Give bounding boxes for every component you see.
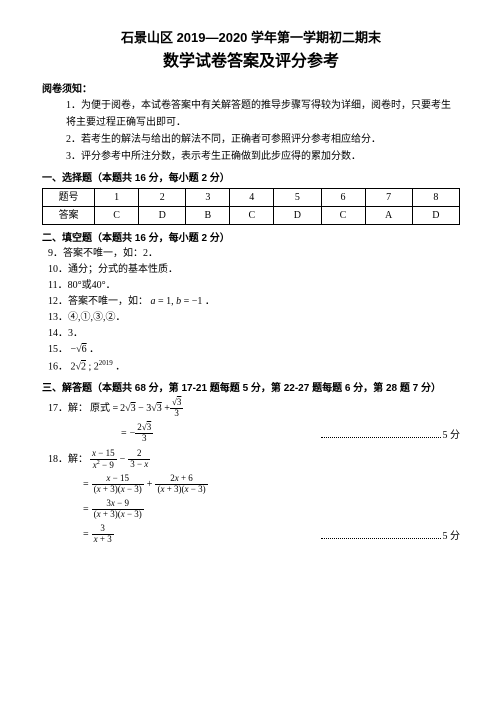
q17-line1: 17．解： 原式 = 2√3 − 3√3 + √33 bbox=[48, 398, 460, 420]
fill-10: 10．通分；分式的基本性质． bbox=[48, 262, 460, 278]
notice-3: 3．评分参考中所注分数，表示考生正确做到此步应得的累加分数． bbox=[66, 148, 460, 165]
td: 答案 bbox=[43, 206, 95, 224]
q18-label: 18．解： bbox=[48, 452, 88, 467]
notice-header: 阅卷须知： bbox=[42, 82, 460, 97]
td: C bbox=[95, 206, 139, 224]
page-title-2: 数学试卷答案及评分参考 bbox=[42, 50, 460, 74]
th: 5 bbox=[274, 188, 321, 206]
th: 题号 bbox=[43, 188, 95, 206]
q18-line1: 18．解： x − 15x2 − 9 − 23 − x bbox=[48, 449, 460, 471]
th: 2 bbox=[139, 188, 186, 206]
td: C bbox=[230, 206, 274, 224]
th: 7 bbox=[365, 188, 412, 206]
fill-14: 14．3． bbox=[48, 326, 460, 342]
td: D bbox=[139, 206, 186, 224]
th: 3 bbox=[186, 188, 230, 206]
section-1-header: 一、选择题（本题共 16 分，每小题 2 分） bbox=[42, 171, 460, 186]
th: 8 bbox=[412, 188, 459, 206]
txt: 15． bbox=[48, 344, 68, 355]
td: A bbox=[365, 206, 412, 224]
section-3-header: 三、解答题（本题共 68 分，第 17-21 题每题 5 分，第 22-27 题… bbox=[42, 381, 460, 396]
fill-13: 13．④,①,③,②． bbox=[48, 310, 460, 326]
q17-line2: = − 2√33 bbox=[118, 423, 153, 445]
th: 6 bbox=[321, 188, 365, 206]
td: C bbox=[321, 206, 365, 224]
td: D bbox=[412, 206, 459, 224]
score-17: 5 分 bbox=[319, 428, 461, 443]
txt: ． bbox=[115, 361, 125, 372]
fill-15: 15． −√6 ． bbox=[48, 342, 460, 358]
txt: ． bbox=[205, 296, 215, 307]
score-text: 5 分 bbox=[443, 428, 461, 443]
fill-9: 9．答案不唯一，如：2． bbox=[48, 246, 460, 262]
q18-line4: = 3x + 3 bbox=[80, 524, 114, 546]
q18-line3: = 3x − 9(x + 3)(x − 3) bbox=[80, 499, 460, 521]
fill-16: 16． 2√2 ; 22019 ． bbox=[48, 358, 460, 375]
q17-label: 17．解： bbox=[48, 401, 88, 416]
fill-12: 12．答案不唯一，如： a = 1, b = −1 ． bbox=[48, 294, 460, 310]
txt: 原式 = bbox=[90, 401, 118, 416]
score-18: 5 分 bbox=[319, 529, 461, 544]
q18-line2: = x − 15(x + 3)(x − 3) + 2x + 6(x + 3)(x… bbox=[80, 474, 460, 496]
txt: ． bbox=[89, 344, 99, 355]
th: 1 bbox=[95, 188, 139, 206]
notice-2: 2．若考生的解法与给出的解法不同，正确者可参照评分参考相应给分． bbox=[66, 131, 460, 148]
notice-1: 1．为便于阅卷，本试卷答案中有关解答题的推导步骤写得较为详细，阅卷时，只要考生将… bbox=[66, 97, 460, 131]
page-title-1: 石景山区 2019—2020 学年第一学期初二期末 bbox=[42, 28, 460, 48]
th: 4 bbox=[230, 188, 274, 206]
section-2-header: 二、填空题（本题共 16 分，每小题 2 分） bbox=[42, 231, 460, 246]
txt: 12．答案不唯一，如： bbox=[48, 296, 148, 307]
answer-table: 题号 1 2 3 4 5 6 7 8 答案 C D B C D C A D bbox=[42, 188, 460, 225]
txt: 16． bbox=[48, 361, 68, 372]
fill-11: 11．80°或40°． bbox=[48, 278, 460, 294]
td: D bbox=[274, 206, 321, 224]
td: B bbox=[186, 206, 230, 224]
score-text: 5 分 bbox=[443, 529, 461, 544]
